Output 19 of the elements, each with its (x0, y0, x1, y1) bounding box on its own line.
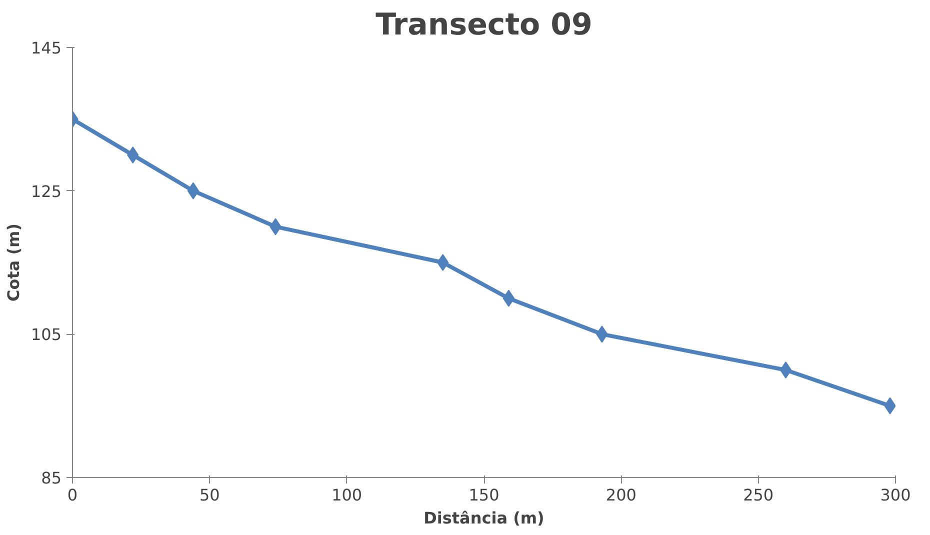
x-axis-title: Distância (m) (424, 508, 544, 528)
point (127, 146, 139, 164)
x-tick-label: 0 (67, 486, 78, 504)
y-axis-title: Cota (m) (4, 223, 23, 302)
x-tick-label: 200 (606, 486, 636, 504)
point (437, 254, 449, 271)
x-tick-label: 100 (332, 486, 362, 504)
point (187, 182, 200, 200)
y-tick-label: 145 (30, 38, 62, 58)
chart-title: Transecto 09 (376, 8, 592, 42)
y-tick-label: 125 (30, 182, 62, 201)
x-tick-label: 300 (880, 486, 911, 504)
x-tick-label: 150 (468, 486, 500, 504)
x-tick-label: 250 (743, 486, 774, 504)
point (780, 362, 792, 378)
x-tick-label: 50 (199, 486, 220, 504)
point (502, 290, 515, 307)
y-tick-label: 85 (41, 468, 62, 488)
y-tick-label: 105 (30, 325, 62, 344)
